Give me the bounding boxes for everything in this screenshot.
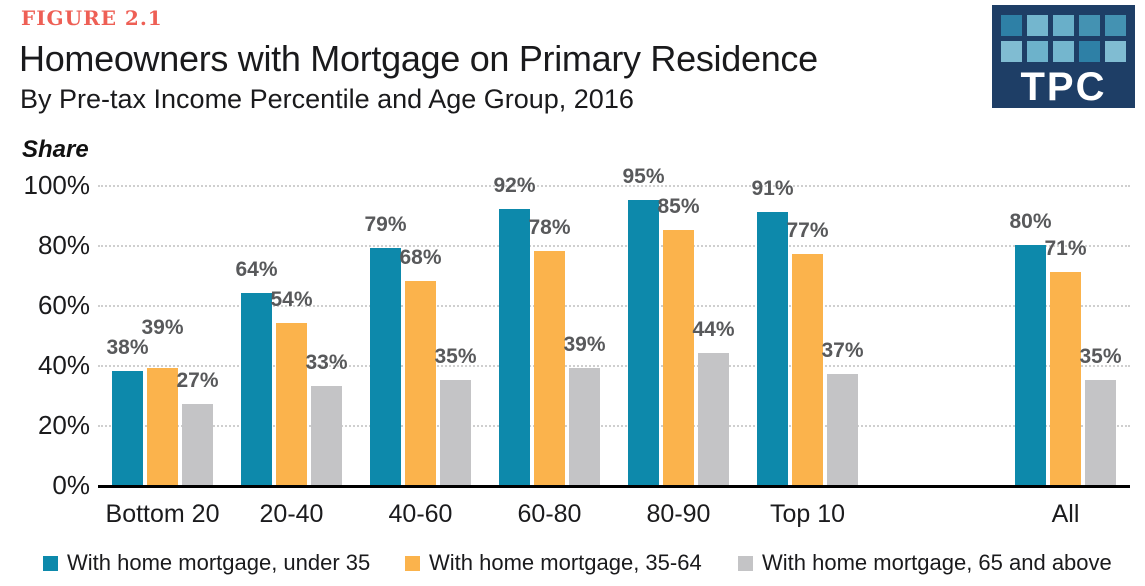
legend-label: With home mortgage, 35-64 xyxy=(429,550,702,575)
bar xyxy=(534,251,565,485)
bar-value-label: 33% xyxy=(305,351,348,374)
chart-subtitle: By Pre-tax Income Percentile and Age Gro… xyxy=(20,84,634,114)
bar xyxy=(182,404,213,485)
x-axis-label: 80-90 xyxy=(646,500,711,528)
bar-value-label: 95% xyxy=(622,165,665,188)
bar-value-label: 35% xyxy=(1079,345,1122,368)
bar-value-label: 39% xyxy=(141,316,184,339)
logo-tile xyxy=(1027,15,1048,36)
y-axis-tick: 20% xyxy=(37,410,90,440)
bar xyxy=(370,248,401,485)
bar-value-label: 38% xyxy=(106,336,149,359)
y-axis-tick: 100% xyxy=(23,170,91,200)
bar xyxy=(311,386,342,485)
plot-area: Bottom 20 38% 39% 27% 20-40 64% 54% 33% 40-60 79%… xyxy=(98,165,1130,528)
tpc-logo: TPC xyxy=(992,5,1135,108)
legend-label: With home mortgage, 65 and above xyxy=(762,550,1112,575)
gridline xyxy=(98,425,1130,427)
logo-text: TPC xyxy=(1020,65,1107,109)
logo-tile-grid xyxy=(1001,15,1126,62)
gridline xyxy=(98,185,1130,187)
gridline xyxy=(98,305,1130,307)
y-axis-tick: 60% xyxy=(37,290,90,320)
y-axis-title: Share xyxy=(22,136,89,163)
bar-value-label: 92% xyxy=(493,174,536,197)
bar xyxy=(147,368,178,485)
bar xyxy=(663,230,694,485)
bar-value-label: 91% xyxy=(751,177,794,200)
logo-tile xyxy=(1001,15,1022,36)
y-axis-tick: 40% xyxy=(37,350,90,380)
bar-value-label: 80% xyxy=(1009,210,1052,233)
figure-number-label: FIGURE 2.1 xyxy=(21,6,163,30)
bar-chart: Bottom 20 38% 39% 27% 20-40 64% 54% 33% 40-60 79%… xyxy=(0,165,1145,530)
logo-tile xyxy=(1027,41,1048,62)
gridline xyxy=(98,245,1130,247)
bar-value-label: 44% xyxy=(692,318,735,341)
gridline xyxy=(98,365,1130,367)
logo-tile xyxy=(1053,41,1074,62)
bar-value-label: 85% xyxy=(657,195,700,218)
x-axis-label: All xyxy=(1051,500,1080,528)
bar xyxy=(569,368,600,485)
bar-value-label: 64% xyxy=(235,258,278,281)
bar xyxy=(241,293,272,485)
bar xyxy=(405,281,436,485)
bar xyxy=(792,254,823,485)
bar-value-label: 71% xyxy=(1044,237,1087,260)
legend-swatch xyxy=(405,555,420,571)
bar xyxy=(757,212,788,485)
bar-value-label: 77% xyxy=(786,219,829,242)
bar xyxy=(698,353,729,485)
bar xyxy=(1085,380,1116,485)
logo-tile xyxy=(1105,41,1126,62)
bar-value-label: 68% xyxy=(399,246,442,269)
y-axis-tick: 80% xyxy=(37,230,90,260)
legend-label: With home mortgage, under 35 xyxy=(67,550,371,575)
bar xyxy=(1050,272,1081,485)
y-axis-tick: 0% xyxy=(52,470,90,500)
logo-tile xyxy=(1079,15,1100,36)
chart-legend: With home mortgage, under 35 With home mo… xyxy=(0,548,1145,582)
bar xyxy=(112,371,143,485)
bar-value-label: 79% xyxy=(364,213,407,236)
bar-value-label: 39% xyxy=(563,333,606,356)
x-axis-label: Top 10 xyxy=(769,500,846,528)
legend-item: With home mortgage, 35-64 xyxy=(405,548,702,578)
legend-swatch xyxy=(738,555,753,571)
bar-value-label: 54% xyxy=(270,288,313,311)
x-axis-label: 40-60 xyxy=(388,500,453,528)
legend-item: With home mortgage, under 35 xyxy=(43,548,370,578)
bar xyxy=(628,200,659,485)
logo-tile xyxy=(1053,15,1074,36)
bar-value-label: 78% xyxy=(528,216,571,239)
bar xyxy=(440,380,471,485)
logo-tile xyxy=(1079,41,1100,62)
legend-item: With home mortgage, 65 and above xyxy=(738,548,1112,578)
logo-tile xyxy=(1105,15,1126,36)
legend-swatch xyxy=(43,555,58,571)
x-axis-label: Bottom 20 xyxy=(105,500,220,528)
bar-value-label: 27% xyxy=(176,369,219,392)
bar xyxy=(499,209,530,485)
bar xyxy=(1015,245,1046,485)
bar xyxy=(276,323,307,485)
bar-value-label: 37% xyxy=(821,339,864,362)
bar-value-label: 35% xyxy=(434,345,477,368)
logo-tile xyxy=(1001,41,1022,62)
chart-title: Homeowners with Mortgage on Primary Resi… xyxy=(19,38,818,79)
bar xyxy=(827,374,858,485)
x-axis-label: 20-40 xyxy=(259,500,324,528)
x-axis-label: 60-80 xyxy=(517,500,582,528)
